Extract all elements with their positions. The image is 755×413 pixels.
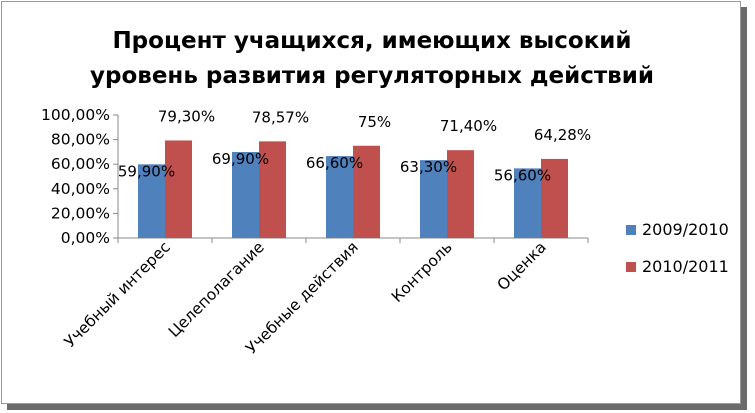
y-tick-label: 60,00% <box>51 155 110 173</box>
data-label: 59,90% <box>118 162 175 180</box>
plot-area: 0,00% 20,00% 40,00% 60,00% 80,00% 100,00% 59,9… <box>41 106 591 358</box>
bar-series-1 <box>514 168 541 238</box>
category-label: Учебный интерес <box>61 238 174 351</box>
data-label: 64,28% <box>534 126 591 144</box>
bar-series-2 <box>259 141 286 238</box>
y-tick-label: 20,00% <box>51 204 110 222</box>
data-label: 71,40% <box>440 117 497 135</box>
y-tick-label: 0,00% <box>61 229 110 247</box>
chart-title-line-1: Процент учащихся, имеющих высокий <box>112 28 631 54</box>
legend-swatch <box>626 262 636 272</box>
category-label: Контроль <box>388 238 456 306</box>
chart-frame: Процент учащихся, имеющих высокий уровен… <box>1 1 741 404</box>
y-tick-label: 100,00% <box>41 106 110 124</box>
category-label: Целеполагание <box>165 238 268 341</box>
bar-series-2 <box>541 158 568 238</box>
data-label: 63,30% <box>400 158 457 176</box>
legend: 2009/2010 2010/2011 <box>626 220 729 276</box>
chart-svg: Процент учащихся, имеющих высокий уровен… <box>41 28 729 358</box>
y-tick-label: 40,00% <box>51 180 110 198</box>
legend-swatch <box>626 225 636 235</box>
data-label: 69,90% <box>212 150 269 168</box>
y-tick-label: 80,00% <box>51 131 110 149</box>
category-label: Оценка <box>494 238 550 294</box>
data-label: 78,57% <box>252 108 309 126</box>
data-label: 75% <box>358 113 391 131</box>
legend-label: 2009/2010 <box>642 220 729 239</box>
data-label: 56,60% <box>494 166 551 184</box>
data-label: 79,30% <box>158 107 215 125</box>
legend-label: 2010/2011 <box>642 257 729 276</box>
bar-series-2 <box>165 140 192 238</box>
bar-series-2 <box>447 150 474 238</box>
data-label: 66,60% <box>306 154 363 172</box>
bar-series-1 <box>138 164 165 238</box>
chart-title-line-2: уровень развития регуляторных действий <box>90 63 654 89</box>
bar-series-1 <box>326 156 353 238</box>
bar-series-1 <box>420 160 447 238</box>
bar-series-1 <box>232 152 259 238</box>
bar-series-2 <box>353 145 380 238</box>
